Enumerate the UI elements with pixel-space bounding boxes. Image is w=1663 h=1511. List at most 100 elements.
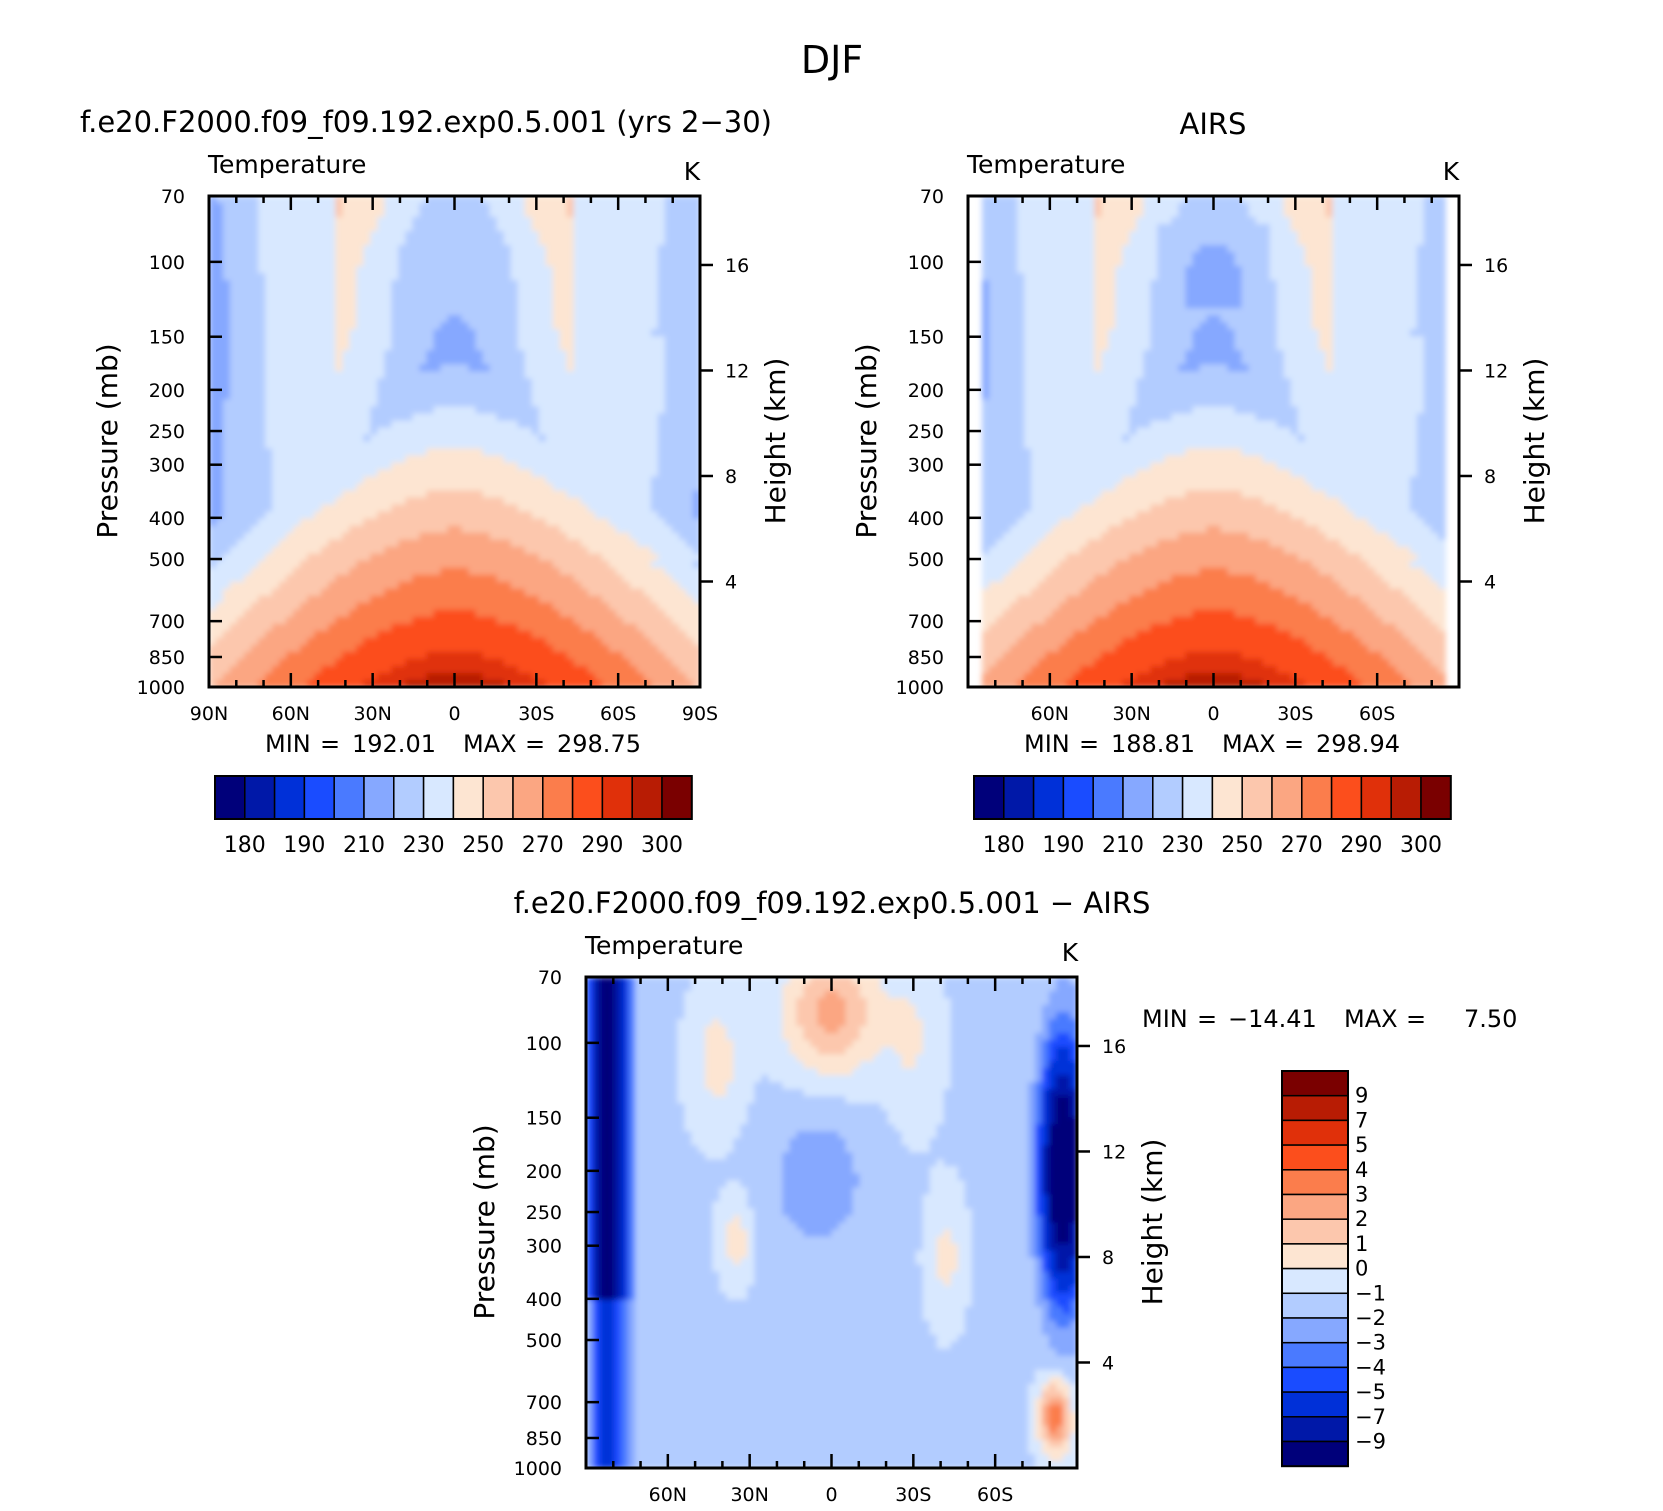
- contour-cell: [545, 203, 554, 211]
- contour-cell: [349, 294, 358, 303]
- contour-cell: [629, 329, 638, 338]
- contour-cell: [580, 406, 589, 415]
- contour-cell: [580, 644, 589, 653]
- contour-cell: [293, 462, 302, 471]
- contour-cell: [629, 322, 638, 331]
- contour-cell: [412, 245, 421, 253]
- contour-cell: [580, 203, 589, 211]
- contour-cell: [244, 490, 252, 499]
- contour-cell: [363, 315, 372, 324]
- contour-cell: [419, 224, 428, 232]
- contour-cell: [601, 427, 610, 436]
- contour-cell: [384, 616, 393, 625]
- contour-cell: [545, 217, 554, 225]
- contour-cell: [440, 553, 449, 562]
- contour-cell: [447, 420, 456, 429]
- contour-cell: [433, 287, 442, 296]
- contour-cell: [293, 525, 302, 534]
- contour-cell: [300, 546, 309, 555]
- contour-cell: [679, 651, 687, 660]
- contour-cell: [335, 553, 344, 562]
- contour-cell: [587, 294, 596, 303]
- contour-cell: [657, 673, 666, 681]
- contour-cell: [251, 315, 259, 324]
- contour-cell: [629, 602, 638, 611]
- contour-cell: [496, 511, 505, 520]
- contour-cell: [209, 666, 217, 674]
- contour-cell: [524, 518, 533, 527]
- contour-cell: [258, 329, 266, 338]
- contour-cell: [559, 406, 568, 415]
- contour-cell: [286, 266, 295, 274]
- contour-cell: [482, 623, 491, 632]
- contour-cell: [279, 336, 287, 345]
- contour-cell: [349, 315, 358, 324]
- contour-cell: [594, 413, 603, 422]
- contour-cell: [377, 364, 386, 373]
- contour-cell: [342, 511, 351, 520]
- contour-cell: [566, 448, 575, 457]
- contour-cell: [356, 588, 365, 597]
- contour-cell: [223, 203, 231, 211]
- contour-cell: [686, 336, 694, 345]
- contour-cell: [482, 273, 491, 282]
- contour-cell: [693, 673, 700, 681]
- contour-cell: [510, 231, 519, 239]
- contour-cell: [258, 385, 266, 394]
- contour-cell: [370, 427, 379, 436]
- contour-cell: [244, 427, 252, 436]
- contour-cell: [405, 623, 414, 632]
- contour-cell: [314, 476, 323, 485]
- contour-cell: [468, 553, 477, 562]
- contour-cell: [328, 427, 337, 436]
- contour-cell: [209, 637, 217, 646]
- contour-cell: [419, 504, 428, 513]
- contour-cell: [461, 616, 470, 625]
- contour-cell: [391, 336, 400, 345]
- contour-cell: [587, 609, 596, 618]
- contour-cell: [503, 658, 512, 667]
- contour-cell: [615, 666, 624, 674]
- contour-cell: [258, 406, 266, 415]
- contour-cell: [384, 322, 393, 331]
- contour-cell: [314, 371, 323, 380]
- contour-cell: [398, 644, 407, 653]
- contour-cell: [496, 245, 505, 253]
- contour-cell: [328, 448, 337, 457]
- contour-cell: [538, 525, 547, 534]
- contour-cell: [321, 567, 330, 576]
- contour-cell: [230, 567, 238, 576]
- contour-cell: [671, 280, 680, 289]
- contour-cell: [657, 651, 666, 660]
- contour-cell: [321, 294, 330, 303]
- contour-cell: [503, 364, 512, 373]
- contour-cell: [244, 595, 252, 604]
- contour-cell: [622, 308, 631, 317]
- contour-cell: [321, 273, 330, 282]
- contour-cell: [503, 609, 512, 618]
- contour-cell: [650, 567, 659, 576]
- contour-cell: [272, 196, 280, 204]
- contour-cell: [601, 630, 610, 639]
- contour-cell: [244, 680, 252, 687]
- contour-cell: [552, 315, 561, 324]
- contour-cell: [580, 301, 589, 310]
- contour-cell: [328, 196, 337, 204]
- contour-cell: [300, 231, 309, 239]
- contour-cell: [384, 680, 393, 687]
- contour-cell: [237, 343, 245, 352]
- contour-cell: [679, 238, 687, 246]
- contour-cell: [356, 413, 365, 422]
- contour-cell: [503, 420, 512, 429]
- contour-cell: [587, 231, 596, 239]
- contour-cell: [454, 203, 463, 211]
- contour-cell: [517, 490, 526, 499]
- contour-cell: [279, 252, 287, 260]
- contour-cell: [693, 630, 700, 639]
- contour-cell: [573, 385, 582, 394]
- contour-cell: [629, 560, 638, 569]
- contour-cell: [650, 245, 659, 253]
- contour-cell: [531, 476, 540, 485]
- contour-cell: [244, 441, 252, 450]
- contour-cell: [433, 539, 442, 548]
